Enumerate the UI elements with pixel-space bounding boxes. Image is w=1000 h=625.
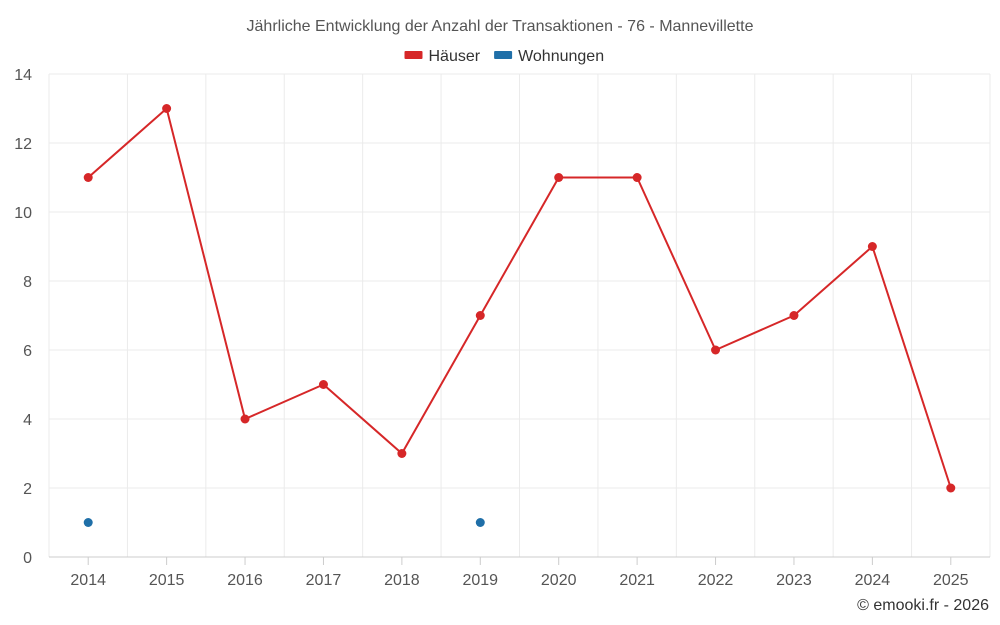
x-tick-label: 2024 — [855, 572, 891, 589]
legend-swatch — [494, 51, 513, 59]
y-tick-label: 10 — [14, 205, 32, 222]
x-tick-label: 2021 — [619, 572, 655, 589]
data-point[interactable] — [397, 449, 407, 458]
data-point[interactable] — [867, 242, 877, 251]
data-point[interactable] — [789, 311, 799, 320]
data-point[interactable] — [475, 518, 485, 527]
series-layer — [83, 104, 956, 527]
y-tick-label: 6 — [23, 343, 32, 360]
x-tick-label: 2018 — [384, 572, 420, 589]
data-point[interactable] — [632, 173, 642, 182]
data-point[interactable] — [554, 173, 564, 182]
legend-item-1[interactable]: Wohnungen — [494, 48, 604, 65]
x-tick-label: 2022 — [698, 572, 734, 589]
chart-title: Jährliche Entwicklung der Anzahl der Tra… — [247, 18, 754, 35]
series-line — [87, 107, 952, 489]
legend-swatch — [404, 51, 423, 59]
x-tick-label: 2017 — [306, 572, 342, 589]
y-tick-label: 0 — [23, 550, 32, 567]
data-point[interactable] — [83, 173, 93, 182]
x-axis-ticks: 2014 2015 2016 2017 2018 2019 2020 2021 2022 2023… — [70, 557, 969, 589]
x-tick-label: 2023 — [776, 572, 812, 589]
data-point[interactable] — [711, 345, 721, 355]
x-tick-label: 2019 — [462, 572, 498, 589]
data-point[interactable] — [83, 518, 93, 527]
x-tick-label: 2025 — [933, 572, 969, 589]
y-tick-label: 4 — [23, 412, 32, 429]
y-tick-label: 2 — [23, 481, 32, 498]
x-tick-label: 2020 — [541, 572, 577, 589]
data-point[interactable] — [240, 414, 250, 424]
y-tick-label: 14 — [14, 67, 32, 84]
y-tick-label: 12 — [14, 136, 32, 153]
credit-text[interactable]: © emooki.fr - 2026 — [857, 597, 989, 614]
data-point[interactable] — [475, 311, 485, 320]
y-axis-ticks: 0 2 4 6 8 10 12 14 — [14, 67, 32, 567]
x-tick-label: 2015 — [149, 572, 185, 589]
data-point[interactable] — [946, 483, 956, 493]
data-point[interactable] — [318, 380, 328, 389]
legend: Häuser Wohnungen — [404, 48, 604, 65]
data-point[interactable] — [162, 104, 172, 113]
x-tick-label: 2016 — [227, 572, 263, 589]
series-0 — [83, 104, 956, 493]
x-tick-label: 2014 — [70, 572, 106, 589]
legend-label: Wohnungen — [518, 48, 604, 65]
series-1 — [83, 518, 485, 527]
y-tick-label: 8 — [23, 274, 32, 291]
legend-label: Häuser — [429, 48, 481, 65]
grid — [48, 73, 991, 558]
legend-item-0[interactable]: Häuser — [404, 48, 481, 65]
